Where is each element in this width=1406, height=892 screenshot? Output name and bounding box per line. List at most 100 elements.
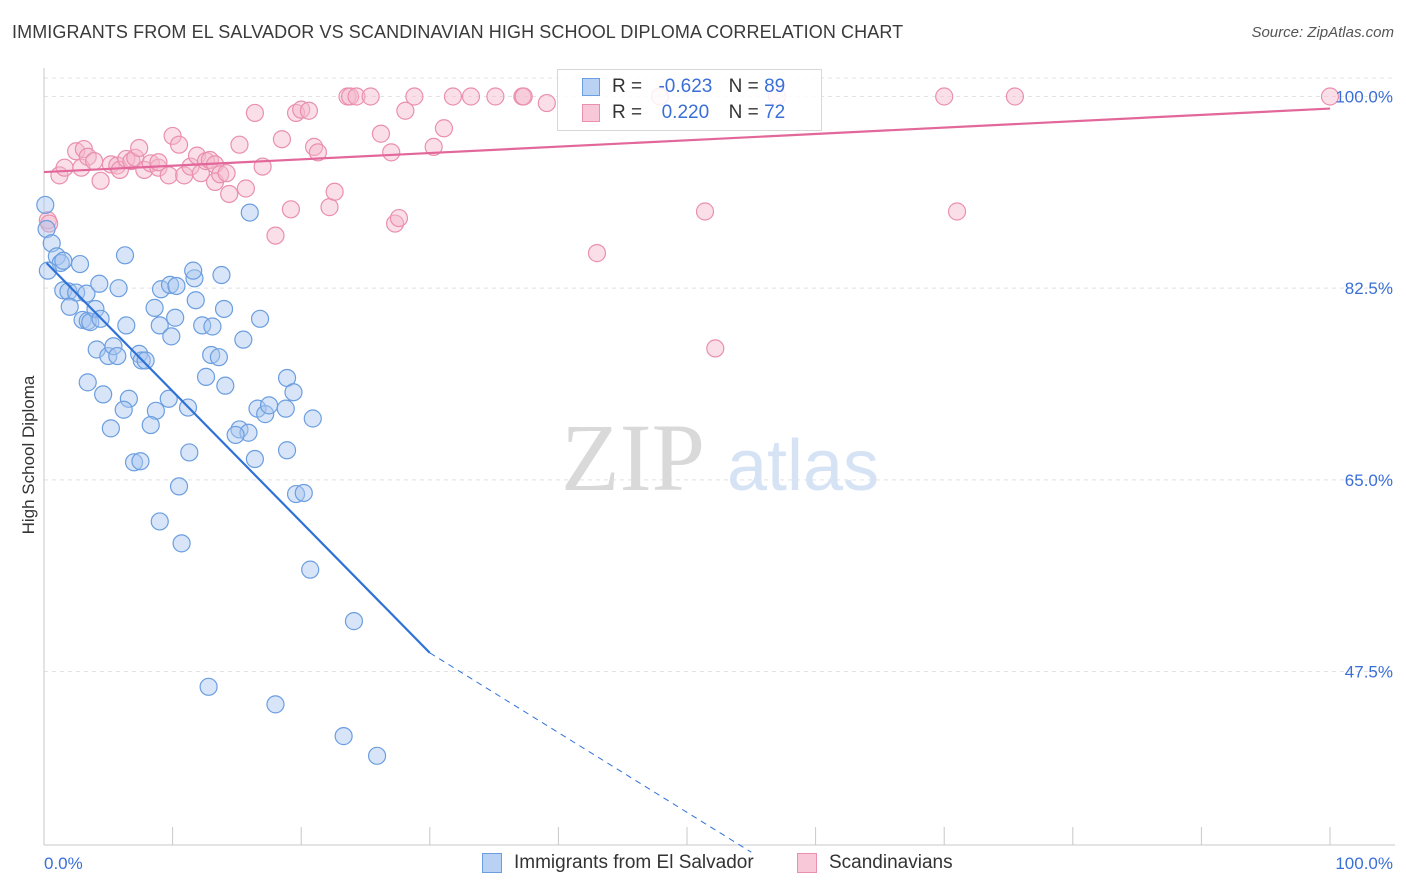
- el-salvador-point: [344, 612, 364, 631]
- source-credit: Source: ZipAtlas.com: [1251, 24, 1394, 41]
- el-salvador-point: [59, 282, 78, 301]
- el-salvador-point: [78, 373, 97, 392]
- el-salvador-point: [109, 279, 128, 298]
- scandinavians-point: [230, 135, 249, 154]
- scandinavians-point: [325, 182, 344, 201]
- y-tick-label: 65.0%: [1345, 471, 1393, 490]
- bottom-legend-label: Immigrants from El Salvador: [514, 852, 754, 873]
- x-tick-label: 100.0%: [1335, 854, 1393, 873]
- trend-layer: [43, 107, 1331, 853]
- legend-r-value: -0.623: [658, 76, 713, 97]
- el-salvador-point: [259, 396, 279, 415]
- scandinavians-point: [159, 166, 178, 185]
- el-salvador-point: [180, 443, 199, 462]
- el-salvador-point: [151, 280, 171, 299]
- el-salvador-point: [277, 441, 297, 460]
- x-tick-label: 0.0%: [44, 854, 83, 873]
- tick-labels: 47.5% 65.0% 82.5% 100.0% 0.0% 100.0%: [44, 88, 1393, 874]
- el-salvador-point: [212, 265, 231, 285]
- watermark: ZIP atlas: [561, 404, 879, 511]
- scandinavians-trend-line: [43, 107, 1331, 174]
- scandinavians-point: [266, 226, 285, 245]
- el-salvador-point: [119, 389, 138, 408]
- el-salvador-point: [101, 419, 120, 438]
- el-salvador-point: [250, 309, 270, 328]
- el-salvador-point: [150, 512, 169, 531]
- scandinavians-point: [382, 143, 401, 162]
- scandinavians-point: [211, 165, 230, 184]
- el-salvador-point: [150, 316, 169, 335]
- y-tick-label: 82.5%: [1345, 279, 1393, 298]
- el-salvador-point: [216, 376, 235, 395]
- el-salvador-point: [367, 746, 387, 765]
- scandinavians-point: [340, 87, 360, 106]
- y-axis-label: High School Diploma: [19, 375, 38, 535]
- el-salvador-point: [160, 275, 180, 294]
- scandinavians-point: [706, 339, 725, 358]
- el-salvador-point: [256, 405, 275, 424]
- el-salvador-point: [86, 299, 105, 319]
- el-salvador-point: [131, 452, 150, 471]
- el-salvador-point: [60, 297, 79, 316]
- legend-swatch-blue: [582, 78, 600, 96]
- legend-n-label: N =: [728, 102, 759, 123]
- legend-swatch-pink: [582, 104, 600, 122]
- el-salvador-point: [240, 203, 259, 222]
- el-salvador-point: [166, 308, 185, 327]
- scandinavians-point: [130, 138, 149, 158]
- scandinavians-point: [695, 202, 715, 221]
- el-salvador-point: [37, 219, 56, 239]
- el-salvador-point: [266, 695, 285, 714]
- el-salvador-point: [70, 254, 90, 274]
- el-salvador-point: [203, 317, 222, 336]
- el-salvador-point: [185, 269, 204, 288]
- el-salvador-point: [294, 483, 313, 503]
- scandinavians-point: [299, 101, 319, 120]
- el-salvador-point: [234, 330, 253, 349]
- scandinavians-point: [236, 179, 256, 198]
- el-salvador-point: [169, 477, 189, 496]
- scandinavians-point: [389, 208, 409, 228]
- el-salvador-point: [115, 246, 135, 265]
- el-salvador-point: [108, 346, 127, 366]
- scandinavians-point: [1005, 87, 1025, 106]
- scandinavians-point: [396, 101, 415, 120]
- el-salvador-point: [136, 351, 155, 370]
- scandinavians-point: [461, 87, 481, 106]
- el-salvador-point: [303, 409, 322, 428]
- scandinavians-point: [434, 119, 454, 138]
- scandinavians-point: [272, 130, 292, 149]
- scandinavians-point: [220, 184, 239, 204]
- scandinavians-point: [405, 87, 424, 106]
- bottom-legend-label: Scandinavians: [829, 852, 953, 873]
- el-salvador-point: [114, 400, 133, 419]
- el-salvador-point: [209, 348, 228, 367]
- el-salvador-point: [117, 316, 136, 335]
- el-salvador-point: [159, 389, 178, 408]
- el-salvador-points: [36, 195, 387, 765]
- axis-layer: [43, 68, 1395, 846]
- scandinavians-point: [91, 171, 110, 190]
- scandinavians-point: [1320, 87, 1340, 106]
- el-salvador-trend-extension: [429, 652, 752, 853]
- grid-layer: [44, 77, 1395, 672]
- legend-n-value: 72: [764, 102, 786, 123]
- scandinavians-point: [217, 164, 236, 183]
- el-salvador-point: [124, 453, 144, 472]
- el-salvador-point: [301, 560, 320, 579]
- el-salvador-point: [214, 299, 234, 319]
- scandinavians-point: [486, 87, 505, 106]
- legend-r-value: 0.220: [661, 102, 710, 123]
- el-salvador-trend-line: [45, 262, 431, 654]
- scandinavians-point: [292, 100, 311, 119]
- el-salvador-point: [276, 399, 295, 418]
- el-salvador-point: [36, 195, 55, 215]
- chart-title: IMMIGRANTS FROM EL SALVADOR VS SCANDINAV…: [12, 22, 904, 42]
- el-salvador-point: [141, 415, 160, 435]
- scandinavians-point: [514, 87, 533, 106]
- scandinavians-point: [281, 200, 301, 219]
- el-salvador-point: [104, 337, 123, 356]
- el-salvador-point: [186, 291, 205, 310]
- scandinavians-point: [245, 103, 265, 123]
